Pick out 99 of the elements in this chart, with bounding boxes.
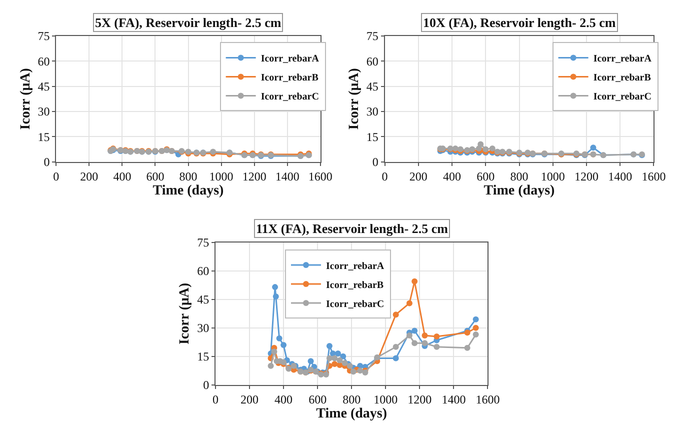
point (482, 146, 489, 152)
chart-title: 11X (FA), Reservoir length- 2.5 cm (256, 221, 448, 236)
point (326, 355, 332, 362)
y-tick-label: 60 (197, 264, 210, 278)
point (422, 340, 428, 346)
point (392, 344, 399, 350)
y-tick-label: 30 (38, 104, 50, 119)
point (326, 342, 332, 349)
y-tick-label: 15 (197, 350, 210, 364)
x-tick-label: 200 (240, 392, 259, 406)
x-axis-title: Time (days) (152, 184, 224, 199)
legend-label: Icorr_rebarA (593, 54, 652, 65)
point (357, 368, 364, 374)
point (271, 348, 278, 355)
x-tick-label: 0 (53, 169, 60, 184)
x-tick-label: 1200 (242, 169, 266, 184)
point (268, 362, 274, 369)
point (392, 355, 399, 362)
point (340, 353, 346, 360)
x-tick-label: 1600 (308, 169, 332, 184)
x-tick-label: 1200 (574, 169, 598, 184)
point (332, 355, 338, 362)
legend-label: Icorr_rebarB (260, 72, 319, 84)
point (336, 357, 343, 364)
point (406, 332, 412, 338)
point (464, 344, 470, 351)
point (280, 342, 287, 348)
point (272, 294, 279, 300)
x-tick-label: 400 (274, 392, 293, 406)
point (422, 332, 428, 338)
point (472, 316, 479, 322)
point (434, 333, 440, 340)
x-tick-label: 1000 (209, 169, 234, 184)
x-tick-label: 1000 (374, 392, 398, 406)
point (272, 284, 278, 290)
x-tick-label: 1000 (540, 169, 565, 184)
y-tick-label: 0 (44, 155, 50, 170)
y-tick-label: 60 (38, 54, 50, 68)
point (412, 278, 418, 284)
y-tick-label: 75 (197, 236, 210, 250)
x-tick-label: 1400 (442, 392, 466, 406)
legend-label: Icorr_rebarC (260, 92, 319, 103)
x-tick-label: 600 (476, 169, 495, 184)
y-tick-label: 45 (366, 80, 378, 94)
legend-label: Icorr_rebarB (593, 72, 652, 84)
point (342, 360, 348, 366)
y-tick-label: 30 (366, 104, 378, 119)
x-tick-label: 1600 (642, 169, 666, 184)
point (350, 368, 356, 375)
y-tick-label: 15 (366, 130, 378, 144)
x-tick-label: 0 (212, 392, 218, 406)
x-tick-label: 800 (179, 169, 198, 184)
y-tick-label: 75 (366, 29, 378, 44)
point (412, 328, 418, 334)
x-tick-label: 800 (510, 169, 528, 184)
x-tick-label: 0 (382, 169, 388, 184)
x-tick-label: 400 (443, 169, 462, 184)
point (276, 335, 282, 342)
x-tick-label: 1200 (408, 392, 432, 406)
y-tick-label: 45 (38, 80, 50, 94)
y-axis-title: Icorr (μA) (178, 282, 193, 345)
point (489, 145, 496, 152)
y-axis-title: Icorr (μA) (347, 68, 362, 130)
legend-label: Icorr_rebarC (593, 92, 652, 103)
y-tick-label: 30 (197, 321, 210, 336)
point (434, 344, 440, 350)
point (392, 312, 399, 318)
x-tick-label: 400 (113, 169, 132, 184)
y-tick-label: 60 (366, 54, 378, 68)
legend-label: Icorr_rebarA (260, 54, 320, 65)
legend-label: Icorr_rebarB (326, 280, 384, 291)
chart-title: 5X (FA), Reservoir length- 2.5 cm (95, 15, 282, 30)
x-axis-title: Time (days) (484, 184, 556, 199)
point (590, 144, 596, 151)
point (472, 324, 479, 331)
x-tick-label: 600 (308, 392, 327, 406)
y-tick-label: 45 (197, 292, 210, 307)
legend-label: Icorr_rebarC (326, 298, 384, 310)
point (308, 358, 314, 364)
x-axis-title: Time (days) (316, 406, 388, 422)
chart-title: 10X (FA), Reservoir length- 2.5 cm (423, 15, 616, 30)
y-tick-label: 15 (38, 130, 50, 144)
point (472, 332, 479, 338)
point (478, 141, 484, 148)
y-tick-label: 0 (203, 378, 210, 392)
x-tick-label: 1400 (608, 169, 632, 184)
x-tick-label: 600 (146, 169, 164, 184)
x-tick-label: 1600 (476, 392, 500, 406)
y-tick-label: 75 (38, 29, 50, 44)
x-tick-label: 200 (409, 169, 428, 184)
legend-label: Icorr_rebarA (326, 260, 385, 272)
y-axis-title: Icorr (μA) (18, 68, 34, 130)
x-tick-label: 800 (342, 392, 361, 406)
x-tick-label: 1400 (275, 169, 300, 184)
point (406, 300, 412, 306)
point (332, 361, 338, 367)
y-tick-label: 0 (372, 155, 378, 170)
point (412, 340, 418, 346)
x-tick-label: 200 (80, 169, 98, 184)
